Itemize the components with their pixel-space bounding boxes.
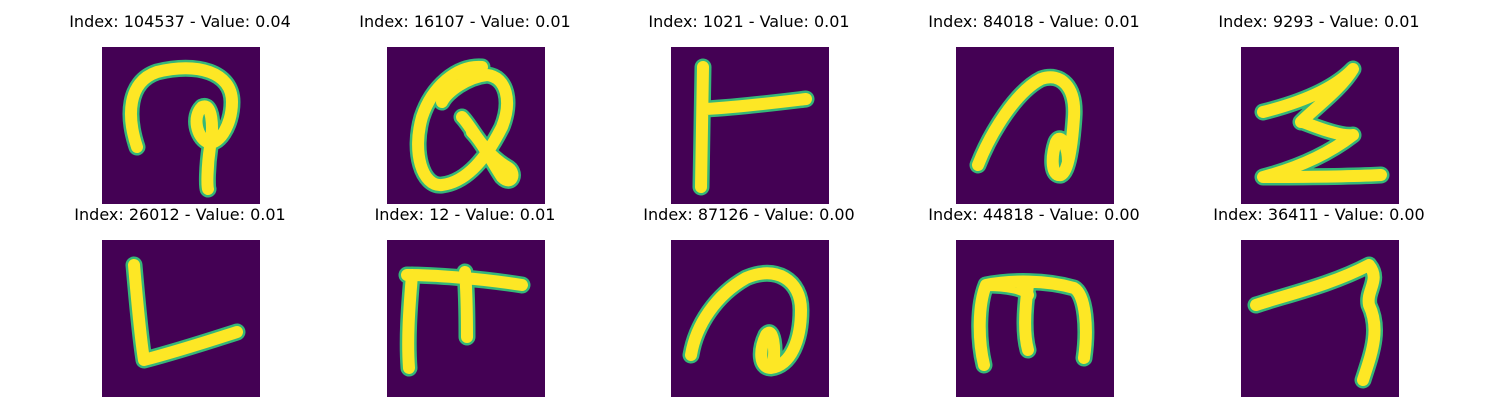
glyph-f-image	[125, 256, 246, 369]
panel-image	[956, 47, 1114, 204]
glyph-e-image	[1254, 60, 1390, 186]
panel-7: Index: 12 - Value: 0.01	[325, 205, 605, 397]
panel-image	[1241, 240, 1399, 397]
glyph-a-image	[122, 59, 241, 198]
panel-title: Index: 26012 - Value: 0.01	[74, 205, 286, 224]
glyph-h-image	[682, 264, 810, 377]
panel-title: Index: 87126 - Value: 0.00	[643, 205, 855, 224]
panel-1: Index: 104537 - Value: 0.04	[40, 12, 320, 204]
glyph-c-image	[692, 58, 815, 196]
glyph-b-image	[409, 58, 521, 194]
panel-10: Index: 36411 - Value: 0.00	[1179, 205, 1459, 397]
panel-title: Index: 9293 - Value: 0.01	[1218, 12, 1420, 31]
panel-image	[671, 240, 829, 397]
panel-image	[1241, 47, 1399, 204]
panel-title: Index: 36411 - Value: 0.00	[1213, 205, 1425, 224]
panel-8: Index: 87126 - Value: 0.00	[609, 205, 889, 397]
panel-title: Index: 1021 - Value: 0.01	[648, 12, 850, 31]
panel-image	[102, 240, 260, 397]
panel-image	[102, 47, 260, 204]
panel-title: Index: 12 - Value: 0.01	[374, 205, 556, 224]
panel-title: Index: 16107 - Value: 0.01	[359, 12, 571, 31]
panel-9: Index: 44818 - Value: 0.00	[894, 205, 1174, 397]
panel-6: Index: 26012 - Value: 0.01	[40, 205, 320, 397]
panel-title: Index: 44818 - Value: 0.00	[928, 205, 1140, 224]
glyph-g-image	[398, 263, 531, 377]
panel-5: Index: 9293 - Value: 0.01	[1179, 12, 1459, 204]
panel-2: Index: 16107 - Value: 0.01	[325, 12, 605, 204]
panel-4: Index: 84018 - Value: 0.01	[894, 12, 1174, 204]
panel-image	[956, 240, 1114, 397]
glyph-d-image	[969, 68, 1083, 184]
panel-image	[387, 240, 545, 397]
glyph-j-image	[1247, 256, 1384, 389]
panel-image	[671, 47, 829, 204]
glyph-i-image	[971, 273, 1095, 374]
panel-image	[387, 47, 545, 204]
panel-title: Index: 84018 - Value: 0.01	[928, 12, 1140, 31]
panel-3: Index: 1021 - Value: 0.01	[609, 12, 889, 204]
panel-title: Index: 104537 - Value: 0.04	[69, 12, 291, 31]
